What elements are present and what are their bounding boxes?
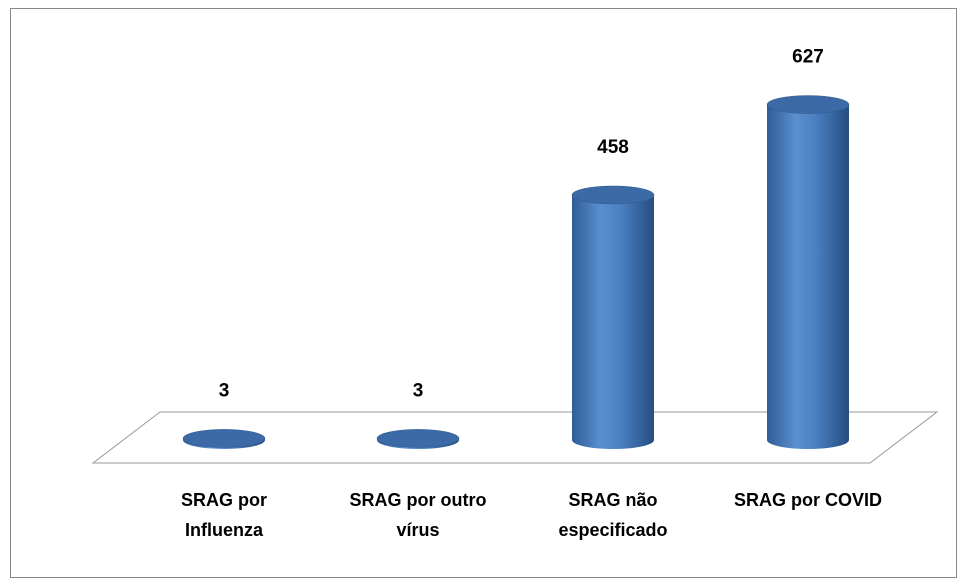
cylinder-top	[766, 95, 850, 114]
cylinder-body	[572, 194, 654, 449]
cylinder-body	[767, 104, 849, 450]
value-label: 627	[792, 47, 824, 68]
chart-frame	[10, 8, 957, 578]
value-label: 458	[597, 137, 629, 158]
cylinder-top	[571, 185, 655, 205]
x-tick-label: SRAG por COVID	[733, 490, 882, 510]
floor	[91, 411, 939, 464]
value-label: 3	[219, 380, 230, 401]
x-tick-label: SRAG não especificado	[558, 490, 668, 540]
cylinder-top	[182, 429, 266, 448]
cylinder-top	[376, 429, 460, 448]
x-tick-label: SRAG por outro vírus	[349, 490, 487, 540]
value-label: 3	[413, 380, 424, 401]
x-tick-label: SRAG por Influenza	[180, 490, 267, 540]
